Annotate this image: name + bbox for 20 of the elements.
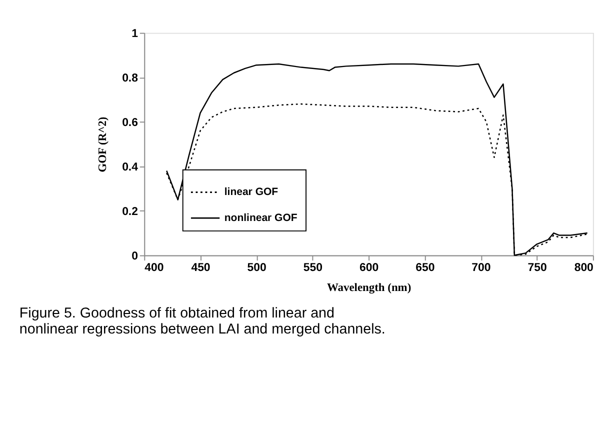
x-tick-label: 450 bbox=[191, 262, 210, 274]
legend-label: linear GOF bbox=[224, 186, 279, 198]
x-tick-label: 500 bbox=[247, 262, 266, 274]
x-tick-label: 400 bbox=[144, 262, 164, 274]
x-tick-label: 650 bbox=[416, 262, 435, 274]
legend-label: nonlinear GOF bbox=[224, 212, 298, 224]
x-tick-label: 700 bbox=[472, 262, 491, 274]
y-axis-title: GOF (R^2) bbox=[96, 116, 109, 172]
x-tick-label: 750 bbox=[528, 262, 547, 274]
x-tick-label: 800 bbox=[574, 262, 594, 274]
y-tick-label: 0.4 bbox=[122, 162, 139, 174]
y-tick-label: 0.6 bbox=[122, 117, 138, 130]
x-tick-label: 550 bbox=[303, 262, 322, 274]
y-tick-label: 0.8 bbox=[122, 72, 139, 85]
y-tick-label: 0.2 bbox=[122, 206, 138, 218]
y-tick-label: 0 bbox=[132, 250, 138, 263]
caption: Figure 5. Goodness of fit obtained from linear and nonlinear regressions between LAI and merged channels. bbox=[19, 305, 386, 338]
x-axis-title: Wavelength (nm) bbox=[326, 282, 412, 294]
x-tick-label: 600 bbox=[359, 262, 379, 274]
y-tick-label: 1 bbox=[132, 28, 139, 40]
